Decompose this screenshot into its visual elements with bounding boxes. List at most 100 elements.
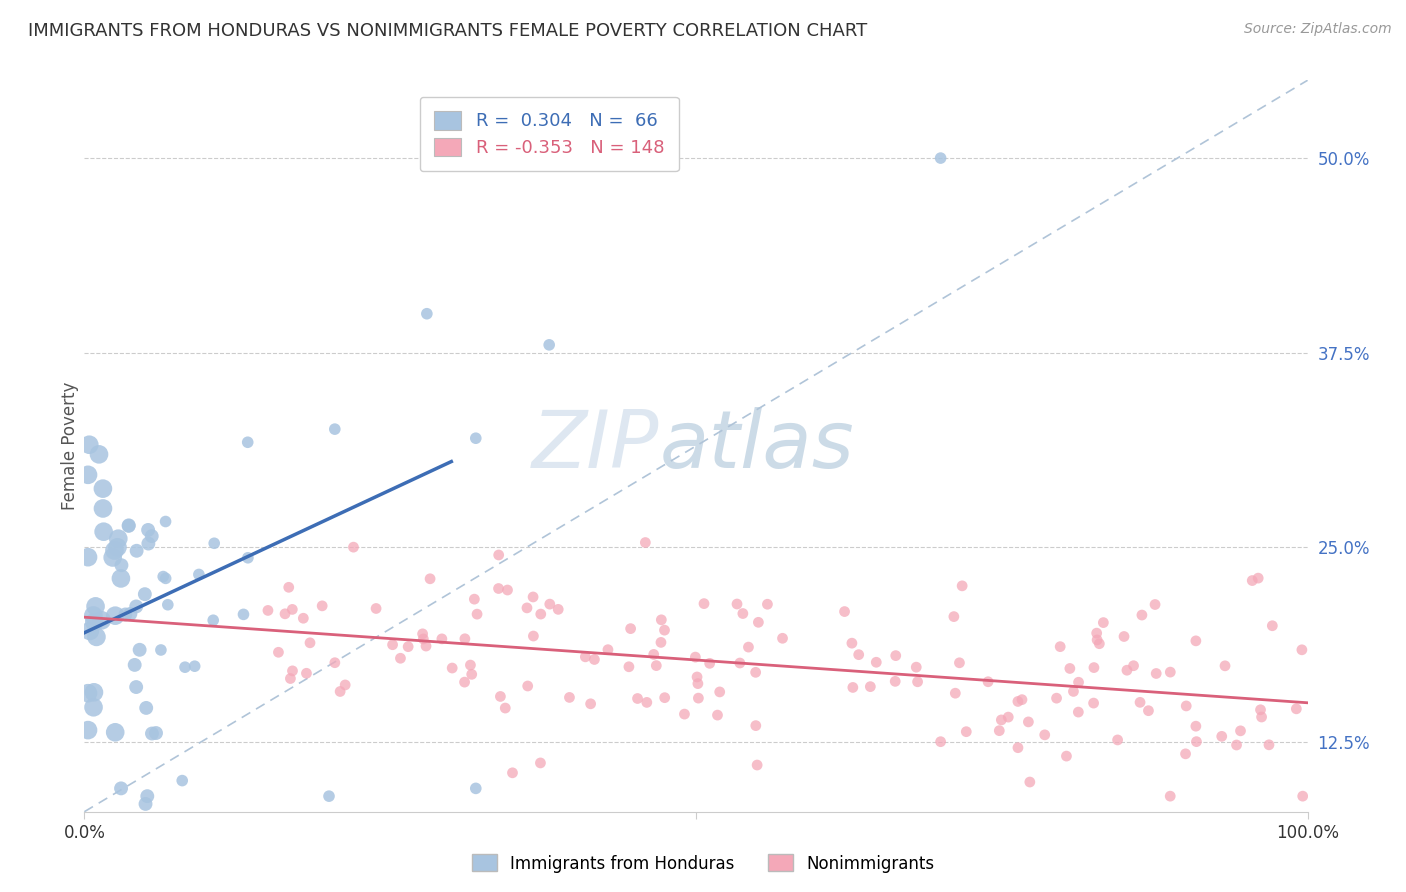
Point bbox=[688, 691, 710, 706]
Point bbox=[496, 582, 519, 597]
Point bbox=[1018, 775, 1040, 789]
Point bbox=[281, 602, 304, 616]
Point bbox=[1129, 695, 1152, 709]
Point bbox=[364, 601, 387, 615]
Point bbox=[488, 582, 510, 596]
Point bbox=[236, 550, 259, 565]
Point bbox=[522, 629, 544, 643]
Point bbox=[884, 648, 907, 663]
Text: ZIP: ZIP bbox=[531, 407, 659, 485]
Point bbox=[134, 587, 156, 601]
Point bbox=[232, 607, 254, 622]
Point bbox=[1144, 666, 1167, 681]
Point bbox=[673, 707, 696, 722]
Legend: R =  0.304   N =  66, R = -0.353   N = 148: R = 0.304 N = 66, R = -0.353 N = 148 bbox=[420, 96, 679, 171]
Point bbox=[110, 571, 132, 585]
Point bbox=[114, 607, 136, 622]
Point bbox=[502, 765, 524, 780]
Point bbox=[1258, 738, 1281, 752]
Point bbox=[295, 666, 318, 681]
Point bbox=[626, 691, 648, 706]
Point bbox=[155, 571, 177, 585]
Point bbox=[650, 635, 672, 649]
Point bbox=[1088, 637, 1111, 651]
Point bbox=[236, 435, 259, 450]
Point bbox=[90, 613, 112, 627]
Point bbox=[172, 773, 194, 788]
Point bbox=[1085, 632, 1108, 647]
Point bbox=[101, 550, 124, 565]
Point bbox=[274, 607, 297, 621]
Point bbox=[86, 630, 108, 644]
Point bbox=[1049, 640, 1071, 654]
Point bbox=[1062, 684, 1084, 698]
Point bbox=[884, 674, 907, 689]
Point bbox=[686, 676, 709, 690]
Point bbox=[686, 670, 709, 684]
Point bbox=[107, 541, 129, 555]
Point bbox=[82, 608, 104, 623]
Point bbox=[747, 758, 769, 772]
Point bbox=[745, 718, 768, 732]
Point bbox=[149, 643, 172, 657]
Point bbox=[118, 519, 141, 533]
Point bbox=[318, 789, 340, 804]
Point bbox=[522, 590, 544, 604]
Point bbox=[93, 524, 115, 539]
Point bbox=[124, 657, 146, 672]
Point bbox=[323, 656, 346, 670]
Point bbox=[841, 636, 863, 650]
Point bbox=[463, 592, 485, 607]
Point bbox=[110, 781, 132, 796]
Point bbox=[574, 649, 596, 664]
Point bbox=[685, 650, 707, 665]
Point bbox=[79, 438, 101, 452]
Point bbox=[292, 611, 315, 625]
Point bbox=[311, 599, 333, 613]
Point bbox=[929, 151, 952, 165]
Point bbox=[1112, 630, 1135, 644]
Point bbox=[329, 684, 352, 698]
Point bbox=[1011, 692, 1033, 706]
Point bbox=[955, 724, 977, 739]
Point bbox=[1067, 675, 1090, 690]
Point bbox=[342, 540, 364, 554]
Point bbox=[1291, 642, 1313, 657]
Point bbox=[1130, 608, 1153, 623]
Point bbox=[1067, 705, 1090, 719]
Point bbox=[706, 708, 728, 723]
Point bbox=[650, 613, 672, 627]
Point bbox=[943, 686, 966, 700]
Text: Source: ZipAtlas.com: Source: ZipAtlas.com bbox=[1244, 22, 1392, 37]
Point bbox=[1092, 615, 1115, 630]
Point bbox=[756, 597, 779, 611]
Point bbox=[84, 599, 107, 614]
Point bbox=[412, 632, 434, 646]
Point bbox=[990, 713, 1012, 727]
Point bbox=[977, 674, 1000, 689]
Point bbox=[1241, 574, 1264, 588]
Point bbox=[125, 543, 148, 558]
Point bbox=[125, 599, 148, 614]
Point bbox=[538, 338, 561, 352]
Point bbox=[1285, 702, 1308, 716]
Point bbox=[141, 529, 163, 543]
Point bbox=[136, 789, 159, 804]
Point bbox=[412, 627, 434, 641]
Point bbox=[865, 655, 887, 669]
Point bbox=[77, 723, 100, 738]
Point bbox=[267, 645, 290, 659]
Point bbox=[948, 656, 970, 670]
Point bbox=[848, 648, 870, 662]
Legend: Immigrants from Honduras, Nonimmigrants: Immigrants from Honduras, Nonimmigrants bbox=[465, 847, 941, 880]
Point bbox=[728, 656, 751, 670]
Point bbox=[489, 690, 512, 704]
Point bbox=[1033, 728, 1056, 742]
Point bbox=[120, 607, 142, 621]
Point bbox=[988, 723, 1011, 738]
Point bbox=[79, 624, 101, 638]
Point bbox=[202, 613, 225, 627]
Y-axis label: Female Poverty: Female Poverty bbox=[60, 382, 79, 510]
Point bbox=[441, 661, 464, 675]
Point bbox=[596, 642, 619, 657]
